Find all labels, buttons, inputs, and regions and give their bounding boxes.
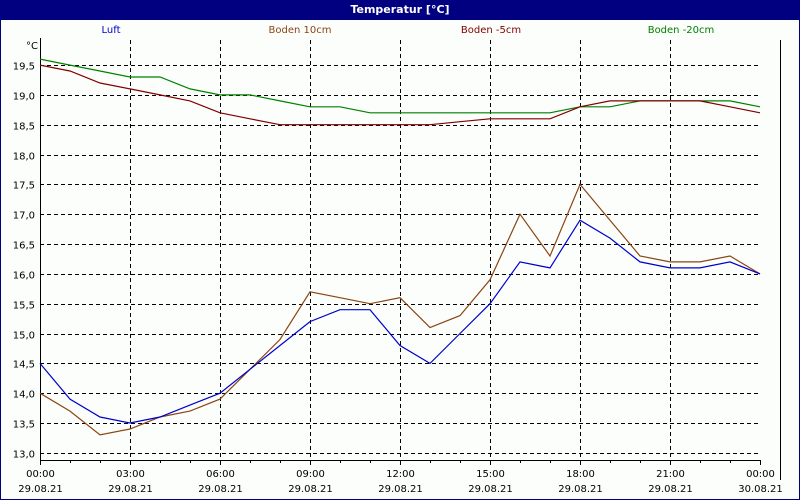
- legend-boden-5cm: Boden -5cm: [460, 25, 522, 36]
- x-tick-date: 29.08.21: [468, 484, 513, 495]
- x-tick-time: 00:00: [746, 469, 775, 480]
- y-tick-label: 19,5: [13, 62, 35, 73]
- chart-title: Temperatur [°C]: [0, 0, 800, 20]
- y-tick-label: 13,0: [13, 450, 35, 461]
- x-tick-date: 29.08.21: [288, 484, 333, 495]
- x-tick-date: 29.08.21: [18, 484, 63, 495]
- series-line-luft: [39, 219, 761, 424]
- y-tick-label: 18,5: [13, 122, 35, 133]
- x-tick-date: 29.08.21: [558, 484, 603, 495]
- series-line-boden-5cm: [39, 64, 761, 126]
- x-tick-date: 29.08.21: [378, 484, 423, 495]
- y-unit-label: °C: [26, 41, 38, 52]
- x-tick-time: 03:00: [116, 469, 145, 480]
- x-tick-date: 29.08.21: [108, 484, 153, 495]
- x-tick-time: 12:00: [386, 469, 415, 480]
- y-tick-label: 19,0: [13, 92, 35, 103]
- y-tick-label: 14,0: [13, 390, 35, 401]
- x-tick-time: 06:00: [206, 469, 235, 480]
- y-tick-label: 15,0: [13, 331, 35, 342]
- x-tick-time: 21:00: [656, 469, 685, 480]
- y-tick-label: 16,0: [13, 271, 35, 282]
- x-tick-time: 18:00: [566, 469, 595, 480]
- y-tick-label: 17,0: [13, 211, 35, 222]
- y-tick-label: 18,0: [13, 152, 35, 163]
- x-tick-date: 29.08.21: [648, 484, 693, 495]
- legend-luft: Luft: [101, 25, 121, 36]
- y-tick-label: 14,5: [13, 360, 35, 371]
- x-tick-time: 15:00: [476, 469, 505, 480]
- x-tick-time: 09:00: [296, 469, 325, 480]
- y-tick-label: 13,5: [13, 420, 35, 431]
- y-tick-label: 17,5: [13, 181, 35, 192]
- x-tick-date: 30.08.21: [738, 484, 783, 495]
- x-tick-time: 00:00: [26, 469, 55, 480]
- x-tick-date: 29.08.21: [198, 484, 243, 495]
- legend-boden-20cm: Boden -20cm: [647, 25, 715, 36]
- y-tick-label: 15,5: [13, 301, 35, 312]
- legend-boden-10cm: Boden 10cm: [268, 25, 332, 36]
- y-tick-label: 16,5: [13, 241, 35, 252]
